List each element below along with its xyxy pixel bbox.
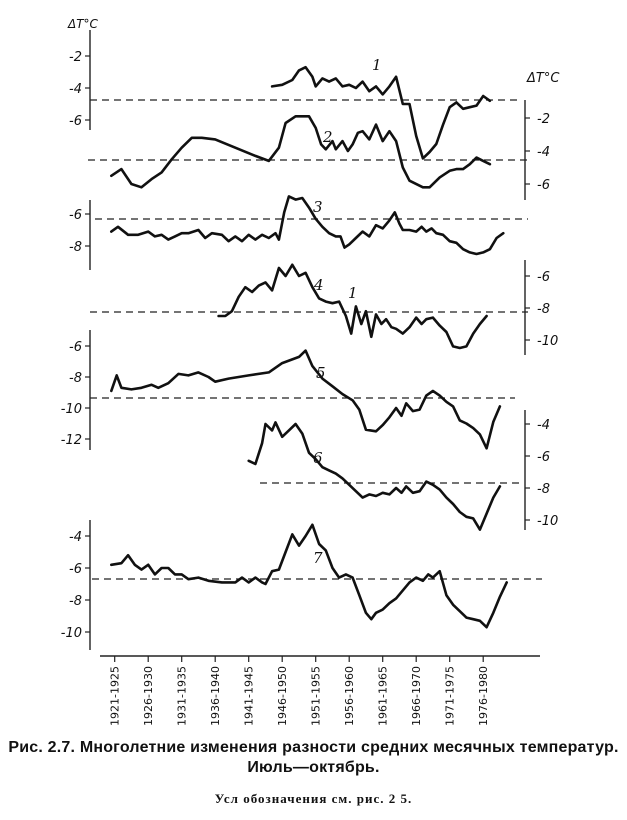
left-tick-label: -10 [61,626,82,641]
left-tick-label: -12 [61,433,82,448]
right-tick-label: -8 [537,302,550,317]
left-tick-label: -8 [69,594,82,609]
figure-note: Усл обозначения см. рис. 2 5. [214,791,413,806]
x-tick-label: 1961-1965 [377,666,390,726]
series-7-line [110,523,509,629]
curve-label-3: 3 [313,198,323,216]
left-tick-label: -4 [69,530,82,545]
right-tick-label: -6 [537,450,550,465]
left-tick-label: -6 [69,114,82,129]
curve-label-7: 7 [313,549,323,567]
series-5-line [110,349,502,450]
curve-label-6: 6 [313,449,323,467]
series-4-line [217,263,488,350]
x-tick-label: 1936-1940 [209,666,222,726]
x-tick-label: 1931-1935 [176,666,189,726]
right-tick-label: -6 [537,178,550,193]
x-tick-label: 1926-1930 [142,666,155,726]
curve-label-4: 4 [313,276,324,294]
left-tick-label: -6 [69,208,82,223]
left-tick-label: -8 [69,240,82,255]
right-tick-label: -2 [537,112,550,127]
figure-caption: Рис. 2.7. Многолетние изменения разности… [8,739,619,776]
series-layer [110,65,509,629]
left-tick-label: -8 [69,371,82,386]
series-6-line [247,421,502,531]
reference-lines [88,99,542,580]
curve-label-1: 1 [372,56,382,74]
curve-label-5: 5 [316,364,326,382]
axes-layer: -2 -4 -6 ΔT°C -6 -8 -6 -8 -10 -12 -4 -6 -8 -10 -2 -4 -6 Δ… [61,17,561,726]
right-tick-label: -10 [537,334,558,349]
right-tick-label: -4 [537,145,550,160]
x-tick-label: 1951-1955 [310,666,323,726]
left-axis-title: ΔT°C [67,17,99,31]
right-tick-label: -10 [537,514,558,529]
left-tick-label: -6 [69,340,82,355]
x-tick-label: 1956-1960 [343,666,356,726]
curve-label-4: 1 [348,284,358,302]
x-tick-label: 1971-1975 [444,666,457,726]
x-tick-label: 1921-1925 [109,666,122,726]
x-tick-label: 1946-1950 [276,666,289,726]
curve-label-2: 2 [322,128,333,146]
right-axis-title: ΔT°C [526,71,560,86]
left-tick-label: -2 [69,50,82,65]
right-tick-label: -8 [537,482,550,497]
x-tick-label: 1966-1970 [410,666,423,726]
x-tick-label: 1976-1980 [477,666,490,726]
left-tick-label: -4 [69,82,82,97]
right-tick-label: -6 [537,270,550,285]
series-3-line [110,195,505,256]
right-tick-label: -4 [537,418,550,433]
labels-layer: 1 2 3 4 1 5 6 7 [313,56,382,567]
x-tick-label: 1941-1945 [243,666,256,726]
left-tick-label: -6 [69,562,82,577]
left-tick-label: -10 [61,402,82,417]
series-1-line [270,65,492,160]
series-2-line [110,115,492,189]
